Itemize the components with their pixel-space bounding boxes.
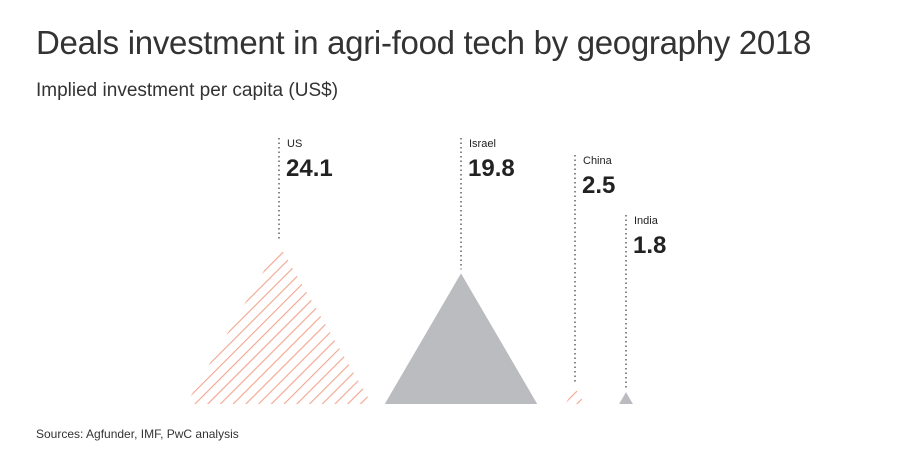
value-label-india: 1.8 (633, 232, 666, 259)
chart-subtitle: Implied investment per capita (US$) (36, 80, 339, 101)
chart-title: Deals investment in agri-food tech by ge… (36, 24, 812, 61)
triangle-israel (384, 273, 538, 404)
triangle-india (619, 392, 633, 404)
value-label-us: 24.1 (286, 155, 333, 182)
category-label-us: US (287, 138, 302, 150)
category-label-israel: Israel (469, 138, 496, 150)
category-label-india: India (634, 215, 659, 227)
value-label-china: 2.5 (582, 172, 615, 199)
triangle-us (186, 244, 372, 404)
category-label-china: China (583, 155, 613, 167)
value-label-israel: 19.8 (468, 155, 515, 182)
triangle-china (565, 387, 585, 404)
source-note: Sources: Agfunder, IMF, PwC analysis (36, 427, 239, 441)
